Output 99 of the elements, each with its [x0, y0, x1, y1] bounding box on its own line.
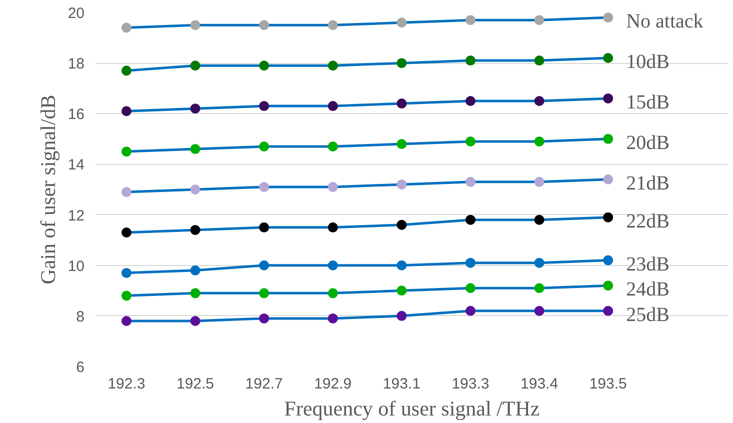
point: [328, 142, 338, 152]
point: [603, 280, 614, 291]
point: [328, 60, 338, 71]
point: [534, 258, 544, 268]
point: [328, 182, 338, 192]
point: [396, 286, 407, 296]
point: [190, 60, 200, 71]
point: [465, 258, 476, 268]
y-tick-label: 12: [68, 207, 85, 224]
x-axis-title: Frequency of user signal /THz: [284, 396, 540, 420]
point: [259, 101, 270, 112]
point: [259, 313, 270, 324]
point: [396, 98, 407, 109]
point: [121, 187, 132, 198]
point: [328, 20, 338, 30]
series-label: 21dB: [626, 172, 670, 194]
series-label: 15dB: [626, 91, 670, 114]
point: [396, 310, 407, 321]
y-tick-label: 10: [68, 258, 85, 275]
point: [190, 144, 200, 154]
point: [603, 306, 614, 316]
point: [465, 96, 476, 106]
point: [534, 176, 544, 187]
point: [259, 260, 270, 270]
point: [534, 283, 544, 294]
series-label: 24dB: [626, 278, 670, 301]
point: [328, 288, 338, 298]
point: [465, 306, 476, 316]
point: [190, 184, 200, 194]
point: [190, 224, 200, 235]
point: [603, 255, 614, 266]
point: [259, 20, 270, 30]
point: [396, 220, 407, 230]
point: [121, 316, 132, 326]
point: [259, 288, 270, 298]
x-tick-label: 192.3: [108, 376, 146, 392]
series-label: 10dB: [626, 51, 670, 74]
point: [465, 136, 476, 146]
point: [396, 179, 407, 190]
point: [190, 288, 200, 298]
series-label: 25dB: [626, 304, 670, 326]
series-label: 22dB: [626, 210, 670, 232]
x-tick-label: 193.4: [520, 376, 558, 392]
point: [328, 260, 338, 270]
point: [534, 306, 544, 316]
point: [603, 12, 614, 23]
point: [603, 134, 614, 144]
point: [328, 222, 338, 232]
point: [121, 268, 132, 278]
point: [121, 22, 132, 33]
point: [534, 96, 544, 106]
x-tick-label: 193.5: [589, 376, 627, 392]
point: [121, 290, 132, 301]
point: [259, 142, 270, 152]
point: [396, 260, 407, 270]
point: [121, 66, 132, 76]
y-tick-label: 14: [68, 156, 85, 174]
point: [259, 60, 270, 71]
series-label: 23dB: [626, 253, 670, 276]
point: [121, 106, 132, 116]
point: [603, 212, 614, 222]
point: [190, 316, 200, 326]
point: [534, 15, 544, 26]
x-tick-label: 193.3: [452, 376, 490, 392]
y-tick-label: 18: [68, 56, 85, 73]
point: [396, 58, 407, 68]
y-tick-label: 8: [76, 308, 84, 326]
point: [396, 138, 407, 149]
y-axis-title: Gain of user signal/dB: [36, 94, 60, 284]
point: [121, 146, 132, 157]
point: [259, 222, 270, 232]
point: [328, 313, 338, 324]
point: [465, 176, 476, 187]
point: [396, 18, 407, 28]
point: [534, 214, 544, 225]
series-label: 20dB: [626, 132, 670, 154]
point: [328, 101, 338, 112]
point: [465, 283, 476, 294]
y-tick-label: 6: [76, 359, 84, 376]
x-tick-label: 192.9: [314, 376, 352, 392]
point: [465, 15, 476, 26]
y-tick-label: 20: [68, 5, 85, 22]
point: [603, 93, 614, 104]
point: [603, 53, 614, 64]
x-tick-label: 193.1: [382, 376, 420, 392]
point: [603, 174, 614, 184]
point: [465, 214, 476, 225]
y-tick-label: 16: [68, 106, 85, 124]
point: [190, 20, 200, 30]
point: [259, 182, 270, 192]
point: [465, 56, 476, 66]
point: [121, 227, 132, 238]
series-label: No attack: [626, 10, 704, 33]
point: [534, 136, 544, 146]
x-tick-label: 192.5: [176, 376, 214, 392]
point: [534, 56, 544, 66]
point: [190, 265, 200, 276]
x-tick-label: 192.7: [245, 376, 283, 392]
point: [190, 104, 200, 114]
